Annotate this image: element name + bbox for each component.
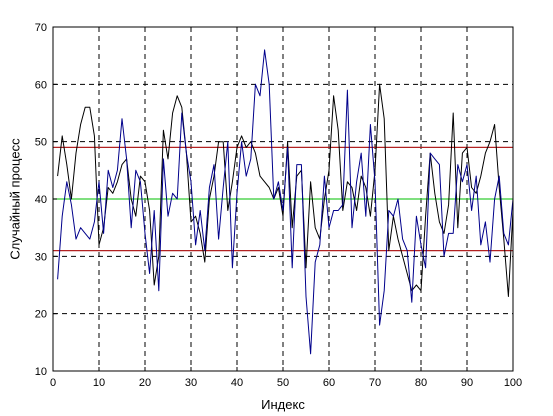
y-tick-label: 70 [35, 22, 47, 34]
x-tick-label: 0 [50, 377, 56, 389]
y-tick-label: 60 [35, 79, 47, 91]
x-tick-label: 60 [323, 377, 335, 389]
x-axis-title: Индекс [261, 397, 305, 412]
y-axis-title: Случайный процесс [7, 138, 22, 260]
y-tick-label: 50 [35, 137, 47, 149]
x-tick-label: 20 [139, 377, 151, 389]
x-tick-label: 100 [504, 377, 522, 389]
y-tick-label: 30 [35, 251, 47, 263]
y-tick-label: 40 [35, 194, 47, 206]
data-series [57, 49, 514, 355]
x-tick-label: 70 [369, 377, 381, 389]
x-tick-label: 50 [277, 377, 289, 389]
x-tick-label: 40 [231, 377, 243, 389]
x-tick-label: 90 [461, 377, 473, 389]
y-tick-label: 20 [35, 309, 47, 321]
series-line-1 [57, 83, 514, 297]
x-tick-label: 80 [415, 377, 427, 389]
y-tick-label: 10 [35, 366, 47, 378]
x-tick-label: 30 [185, 377, 197, 389]
x-tick-label: 10 [93, 377, 105, 389]
series-line-2 [57, 49, 514, 355]
